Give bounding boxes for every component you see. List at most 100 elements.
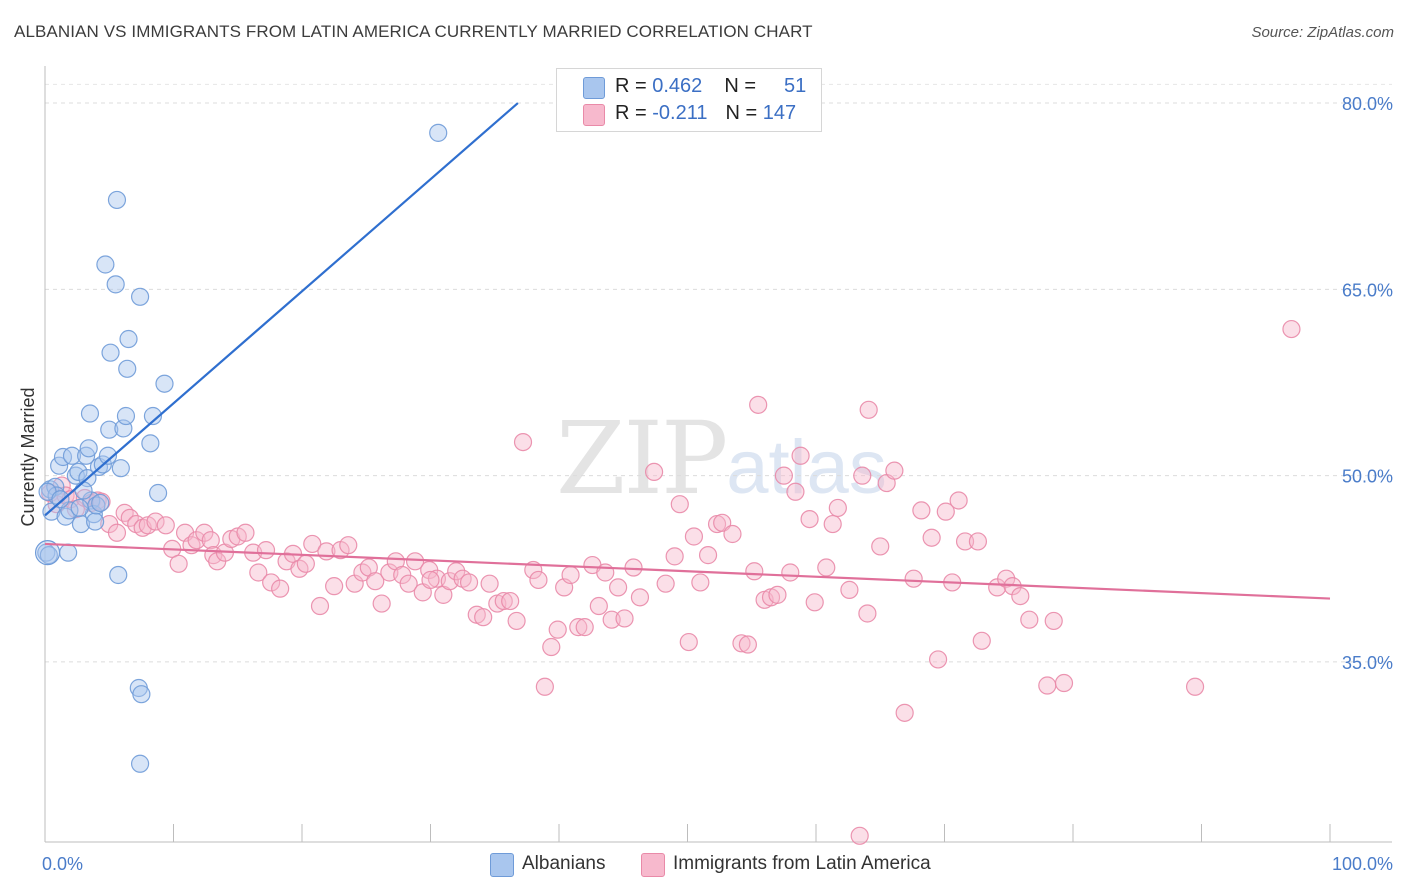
point-albanians <box>130 287 150 306</box>
point-albanians <box>119 329 138 349</box>
point-immigrants <box>912 501 931 520</box>
point-immigrants <box>936 502 955 521</box>
point-albanians <box>62 446 82 465</box>
point-immigrants <box>817 558 836 577</box>
point-immigrants <box>366 572 385 591</box>
point-immigrants <box>303 534 322 554</box>
point-albanians <box>141 434 160 453</box>
point-albanians <box>39 546 58 565</box>
point-albanians <box>155 374 174 393</box>
point-albanians <box>109 565 128 585</box>
y-tick-label: 50.0% <box>1342 467 1393 487</box>
point-albanians <box>74 481 93 500</box>
y-tick-label: 80.0% <box>1342 94 1393 114</box>
point-albanians <box>130 754 150 773</box>
bottom-legend-swatch-albanians <box>490 853 514 877</box>
point-immigrants <box>858 604 877 623</box>
point-albanians <box>69 462 88 482</box>
legend-n-label: N = <box>725 102 758 124</box>
source-label: Source: ZipAtlas.com <box>1251 24 1394 41</box>
point-immigrants <box>885 461 904 480</box>
point-immigrants <box>569 618 588 637</box>
point-immigrants <box>399 574 418 593</box>
bottom-legend-label-albanians: Albanians <box>522 853 606 874</box>
series-immigrants-from-latin-america <box>41 319 1301 845</box>
point-albanians <box>96 255 115 274</box>
point-immigrants <box>494 591 513 611</box>
point-immigrants <box>1044 611 1063 631</box>
y-axis-title: Currently Married <box>18 387 38 526</box>
point-albanians <box>101 343 120 362</box>
point-immigrants <box>749 395 768 414</box>
point-immigrants <box>684 527 704 546</box>
grid-lines <box>45 83 1392 663</box>
y-tick-label: 65.0% <box>1342 280 1393 300</box>
point-immigrants <box>791 446 810 465</box>
point-immigrants <box>928 650 948 669</box>
point-immigrants <box>325 577 344 596</box>
point-immigrants <box>949 491 968 510</box>
point-immigrants <box>575 618 594 637</box>
bottom-legend-label-immigrants: Immigrants from Latin America <box>673 853 931 874</box>
point-immigrants <box>997 569 1016 588</box>
point-immigrants <box>670 495 689 514</box>
point-albanians <box>143 406 163 426</box>
point-immigrants <box>840 580 859 599</box>
point-immigrants <box>698 546 718 565</box>
point-immigrants <box>850 826 869 845</box>
point-immigrants <box>738 635 757 654</box>
point-immigrants <box>644 462 664 482</box>
point-immigrants <box>805 593 824 612</box>
point-immigrants <box>296 554 315 573</box>
legend-r-label: R = <box>615 102 647 124</box>
point-immigrants <box>665 547 684 566</box>
point-immigrants <box>262 573 281 592</box>
point-immigrants <box>615 609 634 628</box>
watermark-zip: ZIP <box>556 400 728 517</box>
point-albanians <box>71 514 91 534</box>
point-albanians <box>111 459 130 478</box>
axes <box>44 66 1392 843</box>
point-immigrants <box>169 554 188 573</box>
point-albanians <box>132 685 151 704</box>
point-immigrants <box>1038 676 1057 695</box>
point-albanians <box>91 493 110 513</box>
point-immigrants <box>823 514 842 534</box>
point-immigrants <box>156 516 175 535</box>
point-immigrants <box>745 562 764 581</box>
point-immigrants <box>859 400 878 419</box>
point-immigrants <box>1011 586 1030 606</box>
point-immigrants <box>459 573 479 592</box>
correlation-legend: R = 0.462 N = 51 R = -0.211 N = 147 <box>556 68 822 132</box>
point-immigrants <box>968 532 988 551</box>
point-immigrants <box>480 574 499 593</box>
point-immigrants <box>786 482 805 501</box>
trend-lines <box>44 102 1331 600</box>
trend-line-immigrants <box>44 542 1331 600</box>
point-immigrants <box>146 512 165 531</box>
x-tick-label: 100.0% <box>1332 854 1393 874</box>
legend-n-value: 147 <box>762 102 797 124</box>
point-albanians <box>79 439 98 458</box>
point-albanians <box>80 404 100 423</box>
point-immigrants <box>249 563 268 582</box>
point-immigrants <box>656 574 675 593</box>
point-immigrants <box>1282 319 1301 339</box>
axis-labels: 35.0% 50.0% 65.0% 80.0% 0.0% 100.0% Currently … <box>18 94 1393 874</box>
point-immigrants <box>339 536 358 555</box>
point-immigrants <box>609 578 628 597</box>
point-immigrants <box>372 594 391 613</box>
point-albanians <box>34 540 61 566</box>
point-immigrants <box>732 634 751 653</box>
x-tick-label: 0.0% <box>42 854 83 874</box>
legend-r-value: -0.211 <box>652 102 708 124</box>
point-immigrants <box>624 558 643 577</box>
point-albanians <box>50 456 69 475</box>
point-immigrants <box>853 466 872 485</box>
point-immigrants <box>236 523 255 542</box>
point-immigrants <box>115 503 134 522</box>
point-immigrants <box>421 570 440 590</box>
point-albanians <box>106 275 125 294</box>
point-immigrants <box>723 524 742 544</box>
point-albanians <box>116 406 136 426</box>
